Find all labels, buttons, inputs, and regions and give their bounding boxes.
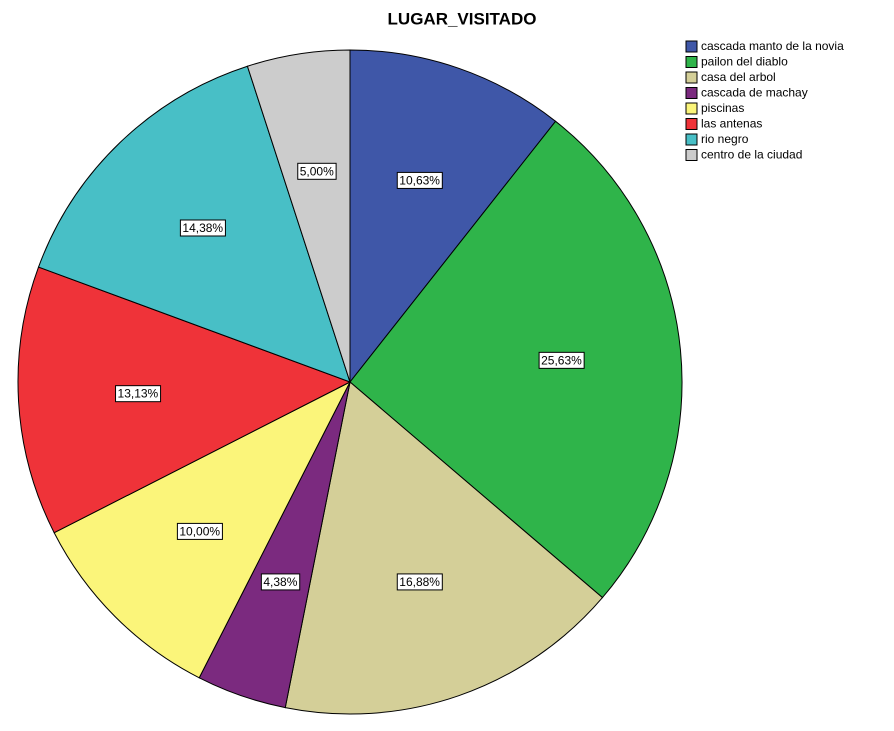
label-box bbox=[260, 573, 301, 591]
data-label: 4,38% bbox=[263, 575, 297, 589]
legend-swatch bbox=[685, 87, 698, 99]
data-label: 10,63% bbox=[399, 173, 440, 187]
legend-swatch bbox=[685, 56, 698, 68]
label-box bbox=[396, 573, 443, 591]
legend-label: pailon del diablo bbox=[701, 55, 788, 69]
data-label: 10,00% bbox=[179, 524, 220, 538]
pie-slice bbox=[246, 49, 351, 383]
legend-label: piscinas bbox=[701, 101, 744, 115]
legend-label: centro de la ciudad bbox=[701, 148, 802, 162]
legend-label: las antenas bbox=[701, 117, 762, 131]
pie-slice bbox=[17, 266, 352, 534]
legend-label: cascada manto de la novia bbox=[701, 39, 844, 53]
label-box bbox=[115, 385, 162, 403]
data-label: 5,00% bbox=[300, 164, 334, 178]
legend-swatch bbox=[685, 133, 698, 146]
legend-label: cascada de machay bbox=[701, 86, 808, 100]
pie-slice bbox=[349, 120, 683, 599]
label-box bbox=[179, 219, 226, 237]
label-box bbox=[176, 522, 223, 540]
label-box bbox=[538, 351, 585, 369]
legend-swatch bbox=[685, 40, 698, 53]
pie-slice bbox=[349, 49, 557, 384]
data-label: 16,88% bbox=[399, 575, 440, 589]
legend-swatch bbox=[685, 149, 698, 161]
chart-title: LUGAR_VISITADO bbox=[388, 9, 537, 28]
label-box bbox=[297, 162, 337, 180]
legend-label: casa del arbol bbox=[701, 70, 776, 84]
legend-label: rio negro bbox=[701, 132, 749, 146]
pie-slice bbox=[284, 381, 604, 715]
data-label: 13,13% bbox=[118, 387, 159, 401]
legend-swatch bbox=[685, 118, 698, 130]
legend-swatch bbox=[685, 102, 698, 115]
legend-swatch bbox=[685, 71, 698, 84]
data-label: 14,38% bbox=[182, 221, 223, 235]
data-label: 25,63% bbox=[541, 353, 582, 367]
label-box bbox=[396, 171, 443, 189]
